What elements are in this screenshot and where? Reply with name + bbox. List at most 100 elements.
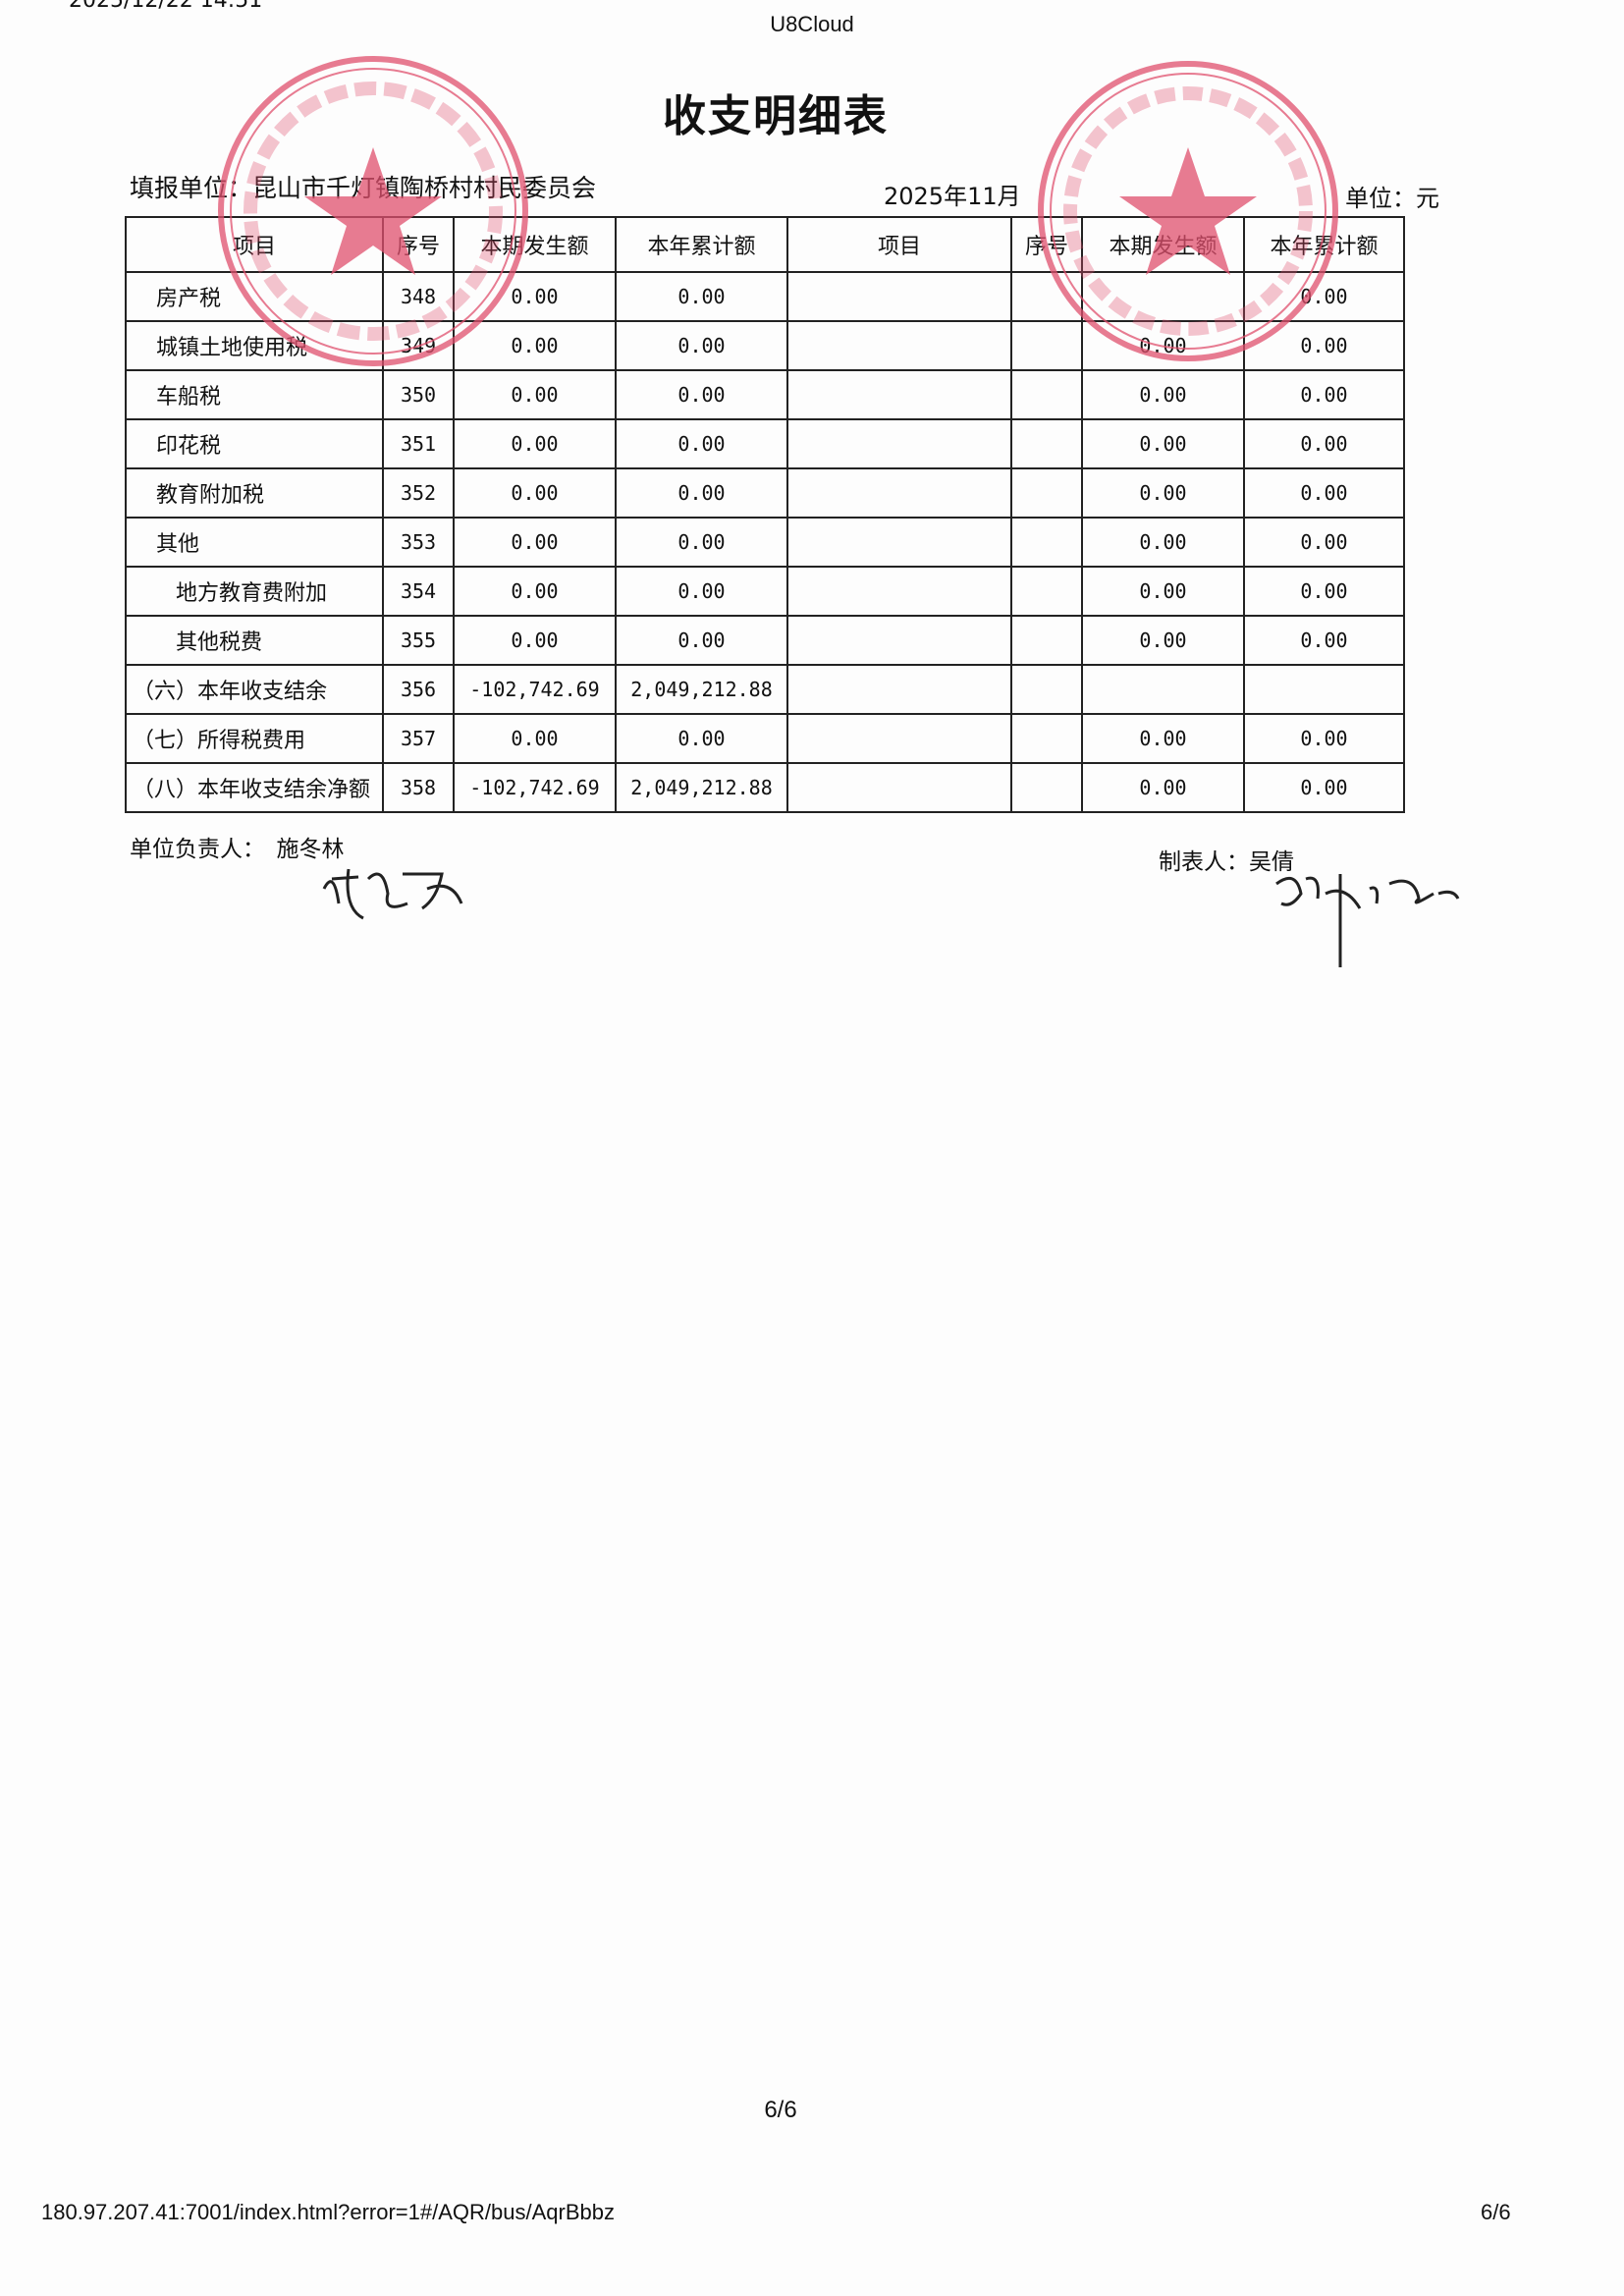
cell-ytd: 0.00 [615, 320, 788, 371]
cell-r-current: 0.00 [1081, 418, 1245, 469]
table-row: （八）本年收支结余净额 358 -102,742.69 2,049,212.88 0.0… [125, 762, 1405, 813]
cell-r-item [786, 762, 1012, 813]
cell-r-no [1010, 418, 1083, 469]
cell-current: -102,742.69 [453, 762, 617, 813]
cell-ytd: 0.00 [615, 615, 788, 666]
income-expense-table: 项目 序号 本期发生额 本年累计额 项目 序号 本期发生额 本年累计额 房产税 3… [125, 216, 1405, 813]
cell-r-no [1010, 369, 1083, 420]
currency-unit: 单位：元 [1345, 185, 1439, 212]
cell-r-no [1010, 320, 1083, 371]
cell-current: 0.00 [453, 467, 617, 519]
cell-r-no [1010, 615, 1083, 666]
cell-ytd: 0.00 [615, 713, 788, 764]
table-row: 房产税 348 0.00 0.00 0.00 [125, 271, 1405, 322]
cell-item: 车船税 [125, 369, 384, 420]
cell-r-ytd: 0.00 [1243, 418, 1405, 469]
cell-r-item [786, 418, 1012, 469]
table-header-row: 项目 序号 本期发生额 本年累计额 项目 序号 本期发生额 本年累计额 [125, 216, 1405, 273]
column-header: 序号 [1010, 216, 1083, 273]
cell-r-no [1010, 271, 1083, 322]
page-count: 6/6 [1481, 2200, 1511, 2224]
cell-r-current: 0.00 [1081, 517, 1245, 568]
cell-ytd: 0.00 [615, 418, 788, 469]
table-row: 地方教育费附加 354 0.00 0.00 0.00 0.00 [125, 566, 1405, 617]
cell-current: 0.00 [453, 369, 617, 420]
cell-item: 印花税 [125, 418, 384, 469]
cell-no: 350 [382, 369, 455, 420]
cell-current: 0.00 [453, 615, 617, 666]
cell-r-current [1081, 271, 1245, 322]
reporting-unit: 填报单位：昆山市千灯镇陶桥村村民委员会 [130, 174, 597, 202]
cell-item: 其他税费 [125, 615, 384, 666]
cell-r-ytd: 0.00 [1243, 320, 1405, 371]
column-header: 项目 [786, 216, 1012, 273]
cell-r-item [786, 615, 1012, 666]
cell-item: 教育附加税 [125, 467, 384, 519]
report-title: 收支明细表 [663, 91, 889, 141]
report-period: 2025年11月 [884, 183, 1021, 210]
cell-ytd: 0.00 [615, 566, 788, 617]
cell-r-current: 0.00 [1081, 467, 1245, 519]
cell-r-current: 0.00 [1081, 615, 1245, 666]
cell-no: 358 [382, 762, 455, 813]
print-timestamp: 2025/12/22 14:51 [69, 0, 263, 13]
cell-no: 352 [382, 467, 455, 519]
cell-no: 355 [382, 615, 455, 666]
cell-current: 0.00 [453, 320, 617, 371]
cell-r-current: 0.00 [1081, 369, 1245, 420]
cell-r-ytd: 0.00 [1243, 517, 1405, 568]
cell-r-current [1081, 664, 1245, 715]
cell-r-no [1010, 762, 1083, 813]
cell-r-item [786, 713, 1012, 764]
cell-ytd: 0.00 [615, 517, 788, 568]
cell-item: 其他 [125, 517, 384, 568]
cell-no: 349 [382, 320, 455, 371]
cell-r-no [1010, 517, 1083, 568]
column-header: 本期发生额 [1081, 216, 1245, 273]
cell-ytd: 0.00 [615, 369, 788, 420]
cell-r-ytd: 0.00 [1243, 713, 1405, 764]
cell-current: 0.00 [453, 713, 617, 764]
cell-no: 356 [382, 664, 455, 715]
table-row: 车船税 350 0.00 0.00 0.00 0.00 [125, 369, 1405, 420]
table-row: 其他 353 0.00 0.00 0.00 0.00 [125, 517, 1405, 568]
cell-r-current: 0.00 [1081, 762, 1245, 813]
cell-r-current: 0.00 [1081, 566, 1245, 617]
column-header: 项目 [125, 216, 384, 273]
cell-r-ytd: 0.00 [1243, 566, 1405, 617]
cell-ytd: 2,049,212.88 [615, 762, 788, 813]
cell-ytd: 0.00 [615, 467, 788, 519]
cell-item: 地方教育费附加 [125, 566, 384, 617]
cell-r-item [786, 467, 1012, 519]
cell-no: 353 [382, 517, 455, 568]
cell-ytd: 2,049,212.88 [615, 664, 788, 715]
cell-r-item [786, 566, 1012, 617]
cell-r-no [1010, 566, 1083, 617]
cell-item: （七）所得税费用 [125, 713, 384, 764]
cell-ytd: 0.00 [615, 271, 788, 322]
table-row: （七）所得税费用 357 0.00 0.00 0.00 0.00 [125, 713, 1405, 764]
cell-r-item [786, 320, 1012, 371]
cell-current: 0.00 [453, 517, 617, 568]
column-header: 序号 [382, 216, 455, 273]
cell-r-no [1010, 713, 1083, 764]
cell-item: 城镇土地使用税 [125, 320, 384, 371]
table-row: 印花税 351 0.00 0.00 0.00 0.00 [125, 418, 1405, 469]
page-url: 180.97.207.41:7001/index.html?error=1#/A… [41, 2200, 615, 2224]
table-row: 城镇土地使用税 349 0.00 0.00 0.00 0.00 [125, 320, 1405, 371]
cell-no: 357 [382, 713, 455, 764]
unit-leader: 单位负责人： 施冬林 [130, 837, 345, 862]
column-header: 本期发生额 [453, 216, 617, 273]
table-row: 其他税费 355 0.00 0.00 0.00 0.00 [125, 615, 1405, 666]
cell-current: 0.00 [453, 566, 617, 617]
cell-r-no [1010, 664, 1083, 715]
preparer: 制表人：吴倩 [1159, 849, 1294, 875]
cell-current: 0.00 [453, 418, 617, 469]
cell-item: （八）本年收支结余净额 [125, 762, 384, 813]
cell-r-ytd: 0.00 [1243, 762, 1405, 813]
cell-no: 348 [382, 271, 455, 322]
cell-no: 351 [382, 418, 455, 469]
cell-r-ytd: 0.00 [1243, 467, 1405, 519]
cell-r-item [786, 271, 1012, 322]
cell-r-current: 0.00 [1081, 320, 1245, 371]
